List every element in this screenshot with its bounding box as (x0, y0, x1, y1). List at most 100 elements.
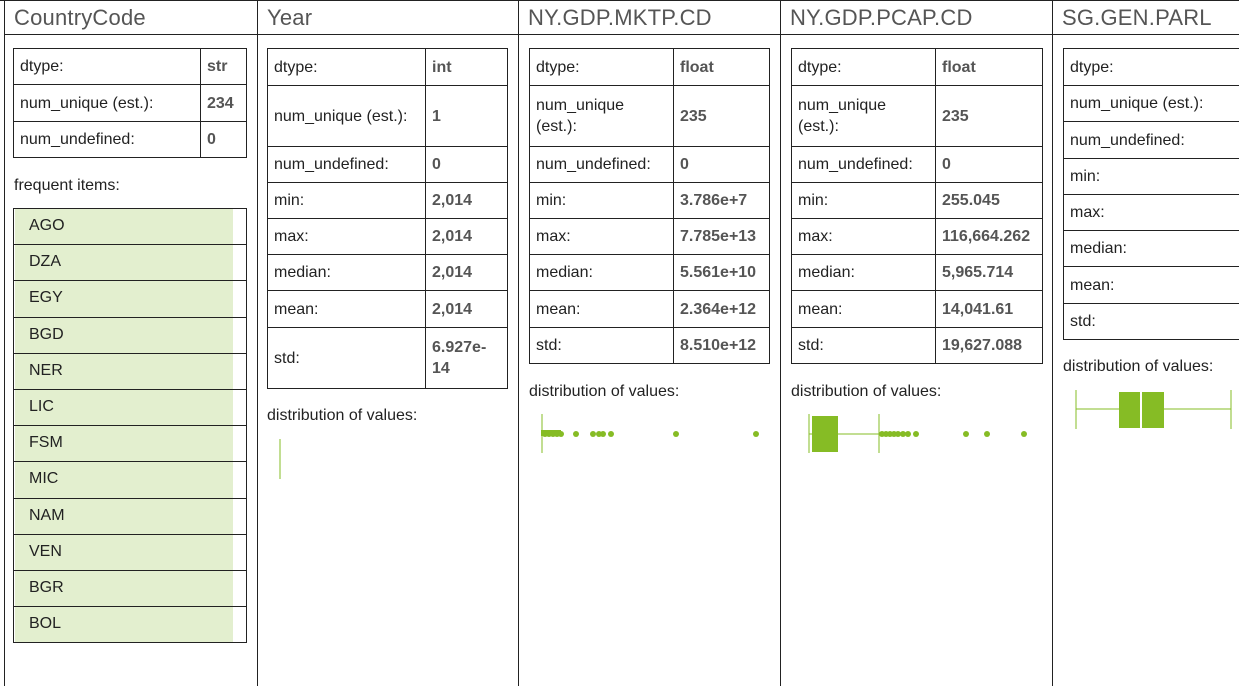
stat-key: num_unique (est.): (792, 86, 936, 147)
stats-table: dtype: num_unique (est.): num_undefined:… (1063, 48, 1239, 340)
distribution-label: distribution of values: (1063, 358, 1213, 376)
stat-key: num_unique (est.): (1064, 86, 1239, 122)
stat-row-median: median: (1064, 231, 1239, 267)
column-year: Year dtype:int num_unique (est.):1 num_u… (257, 1, 518, 686)
stat-key: num_unique (est.): (268, 86, 426, 147)
stat-row-min: min: (1064, 159, 1239, 195)
stat-key: num_undefined: (14, 122, 201, 158)
stat-key: median: (268, 255, 426, 291)
stat-key: num_undefined: (792, 147, 936, 183)
frequent-item: EGY (14, 281, 246, 317)
outlier-point (753, 431, 759, 437)
stat-value: 0 (936, 147, 1043, 183)
stat-row-mean: mean: (1064, 267, 1239, 304)
stat-key: std: (792, 328, 936, 364)
stat-key: dtype: (530, 49, 674, 86)
stat-key: max: (268, 219, 426, 255)
frequent-item-label: BOL (29, 615, 61, 633)
stat-key: mean: (268, 291, 426, 328)
stat-key: num_undefined: (530, 147, 674, 183)
stat-row-median: median:5.561e+10 (530, 255, 770, 291)
stat-row-max: max:116,664.262 (792, 219, 1043, 255)
stat-value: 0 (201, 122, 247, 158)
stat-key: min: (530, 183, 674, 219)
frequent-item-label: BGD (29, 326, 64, 344)
stat-value: 0 (426, 147, 508, 183)
stat-row-num-unique: num_unique (est.):1 (268, 86, 508, 147)
stat-row-max: max:2,014 (268, 219, 508, 255)
frequent-item-label: NAM (29, 507, 65, 525)
stat-row-dtype: dtype:float (530, 49, 770, 86)
stat-row-max: max:7.785e+13 (530, 219, 770, 255)
stat-value: 19,627.088 (936, 328, 1043, 364)
column-title: Year (258, 1, 518, 35)
stat-value: 5,965.714 (936, 255, 1043, 291)
stat-key: num_undefined: (268, 147, 426, 183)
stat-key: std: (530, 328, 674, 364)
stat-row-min: min:3.786e+7 (530, 183, 770, 219)
stat-row-dtype: dtype: (1064, 49, 1239, 86)
outlier-point (600, 431, 606, 437)
outlier-point (905, 431, 911, 437)
column-sg-gen-parl: SG.GEN.PARL dtype: num_unique (est.): nu… (1052, 1, 1239, 686)
stat-value: 234 (201, 85, 247, 122)
frequent-item-label: NER (29, 362, 63, 380)
outlier-point (1021, 431, 1027, 437)
stat-key: median: (792, 255, 936, 291)
distribution-label: distribution of values: (529, 383, 679, 401)
frequent-item-label: LIC (29, 398, 54, 416)
stat-value: 5.561e+10 (674, 255, 770, 291)
stat-value: 2,014 (426, 291, 508, 328)
stats-table: dtype: str num_unique (est.): 234 num_un… (13, 48, 247, 158)
distribution-label: distribution of values: (267, 407, 417, 425)
stat-row-std: std:8.510e+12 (530, 328, 770, 364)
stat-key: min: (1064, 159, 1239, 195)
outlier-point (608, 431, 614, 437)
outlier-point (963, 431, 969, 437)
frequent-items-label: frequent items: (14, 177, 120, 195)
stat-row-num-undefined: num_undefined: (1064, 122, 1239, 159)
column-title: NY.GDP.PCAP.CD (781, 1, 1052, 35)
stat-key: mean: (530, 291, 674, 328)
frequent-item: BGR (14, 571, 246, 607)
stat-value: float (674, 49, 770, 86)
frequent-item-label: BGR (29, 579, 64, 597)
stat-key: std: (268, 328, 426, 389)
stat-row-num-unique: num_unique (est.):235 (530, 86, 770, 147)
distribution-plot (258, 431, 518, 491)
frequent-item-label: DZA (29, 253, 61, 271)
stat-row-num-unique: num_unique (est.): 234 (14, 85, 247, 122)
stats-table: dtype:float num_unique (est.):235 num_un… (529, 48, 770, 364)
frequent-item: BOL (14, 607, 246, 643)
stat-row-min: min:2,014 (268, 183, 508, 219)
stat-value: 2,014 (426, 219, 508, 255)
stat-row-median: median:5,965.714 (792, 255, 1043, 291)
frequent-item-label: AGO (29, 217, 65, 235)
stat-value: str (201, 49, 247, 85)
stat-value: int (426, 49, 508, 86)
frequent-item: NAM (14, 499, 246, 535)
stat-row-dtype: dtype: str (14, 49, 247, 85)
stat-key: dtype: (14, 49, 201, 85)
stat-row-std: std:19,627.088 (792, 328, 1043, 364)
boxplot-box (812, 416, 838, 452)
stat-key: min: (268, 183, 426, 219)
stat-row-std: std: (1064, 304, 1239, 340)
stat-value: 2,014 (426, 255, 508, 291)
column-gdp-pcap: NY.GDP.PCAP.CD dtype:float num_unique (e… (780, 1, 1052, 686)
stat-row-num-unique: num_unique (est.):235 (792, 86, 1043, 147)
stat-value: 3.786e+7 (674, 183, 770, 219)
stat-key: num_unique (est.): (530, 86, 674, 147)
outlier-point (590, 431, 596, 437)
frequent-item: AGO (14, 209, 246, 245)
stat-row-num-unique: num_unique (est.): (1064, 86, 1239, 122)
stat-row-num-undefined: num_undefined:0 (268, 147, 508, 183)
stat-row-min: min:255.045 (792, 183, 1043, 219)
stat-key: max: (530, 219, 674, 255)
stat-row-dtype: dtype:int (268, 49, 508, 86)
distribution-label: distribution of values: (791, 383, 941, 401)
stats-table: dtype:float num_unique (est.):235 num_un… (791, 48, 1043, 364)
stat-key: median: (530, 255, 674, 291)
stat-value: 255.045 (936, 183, 1043, 219)
